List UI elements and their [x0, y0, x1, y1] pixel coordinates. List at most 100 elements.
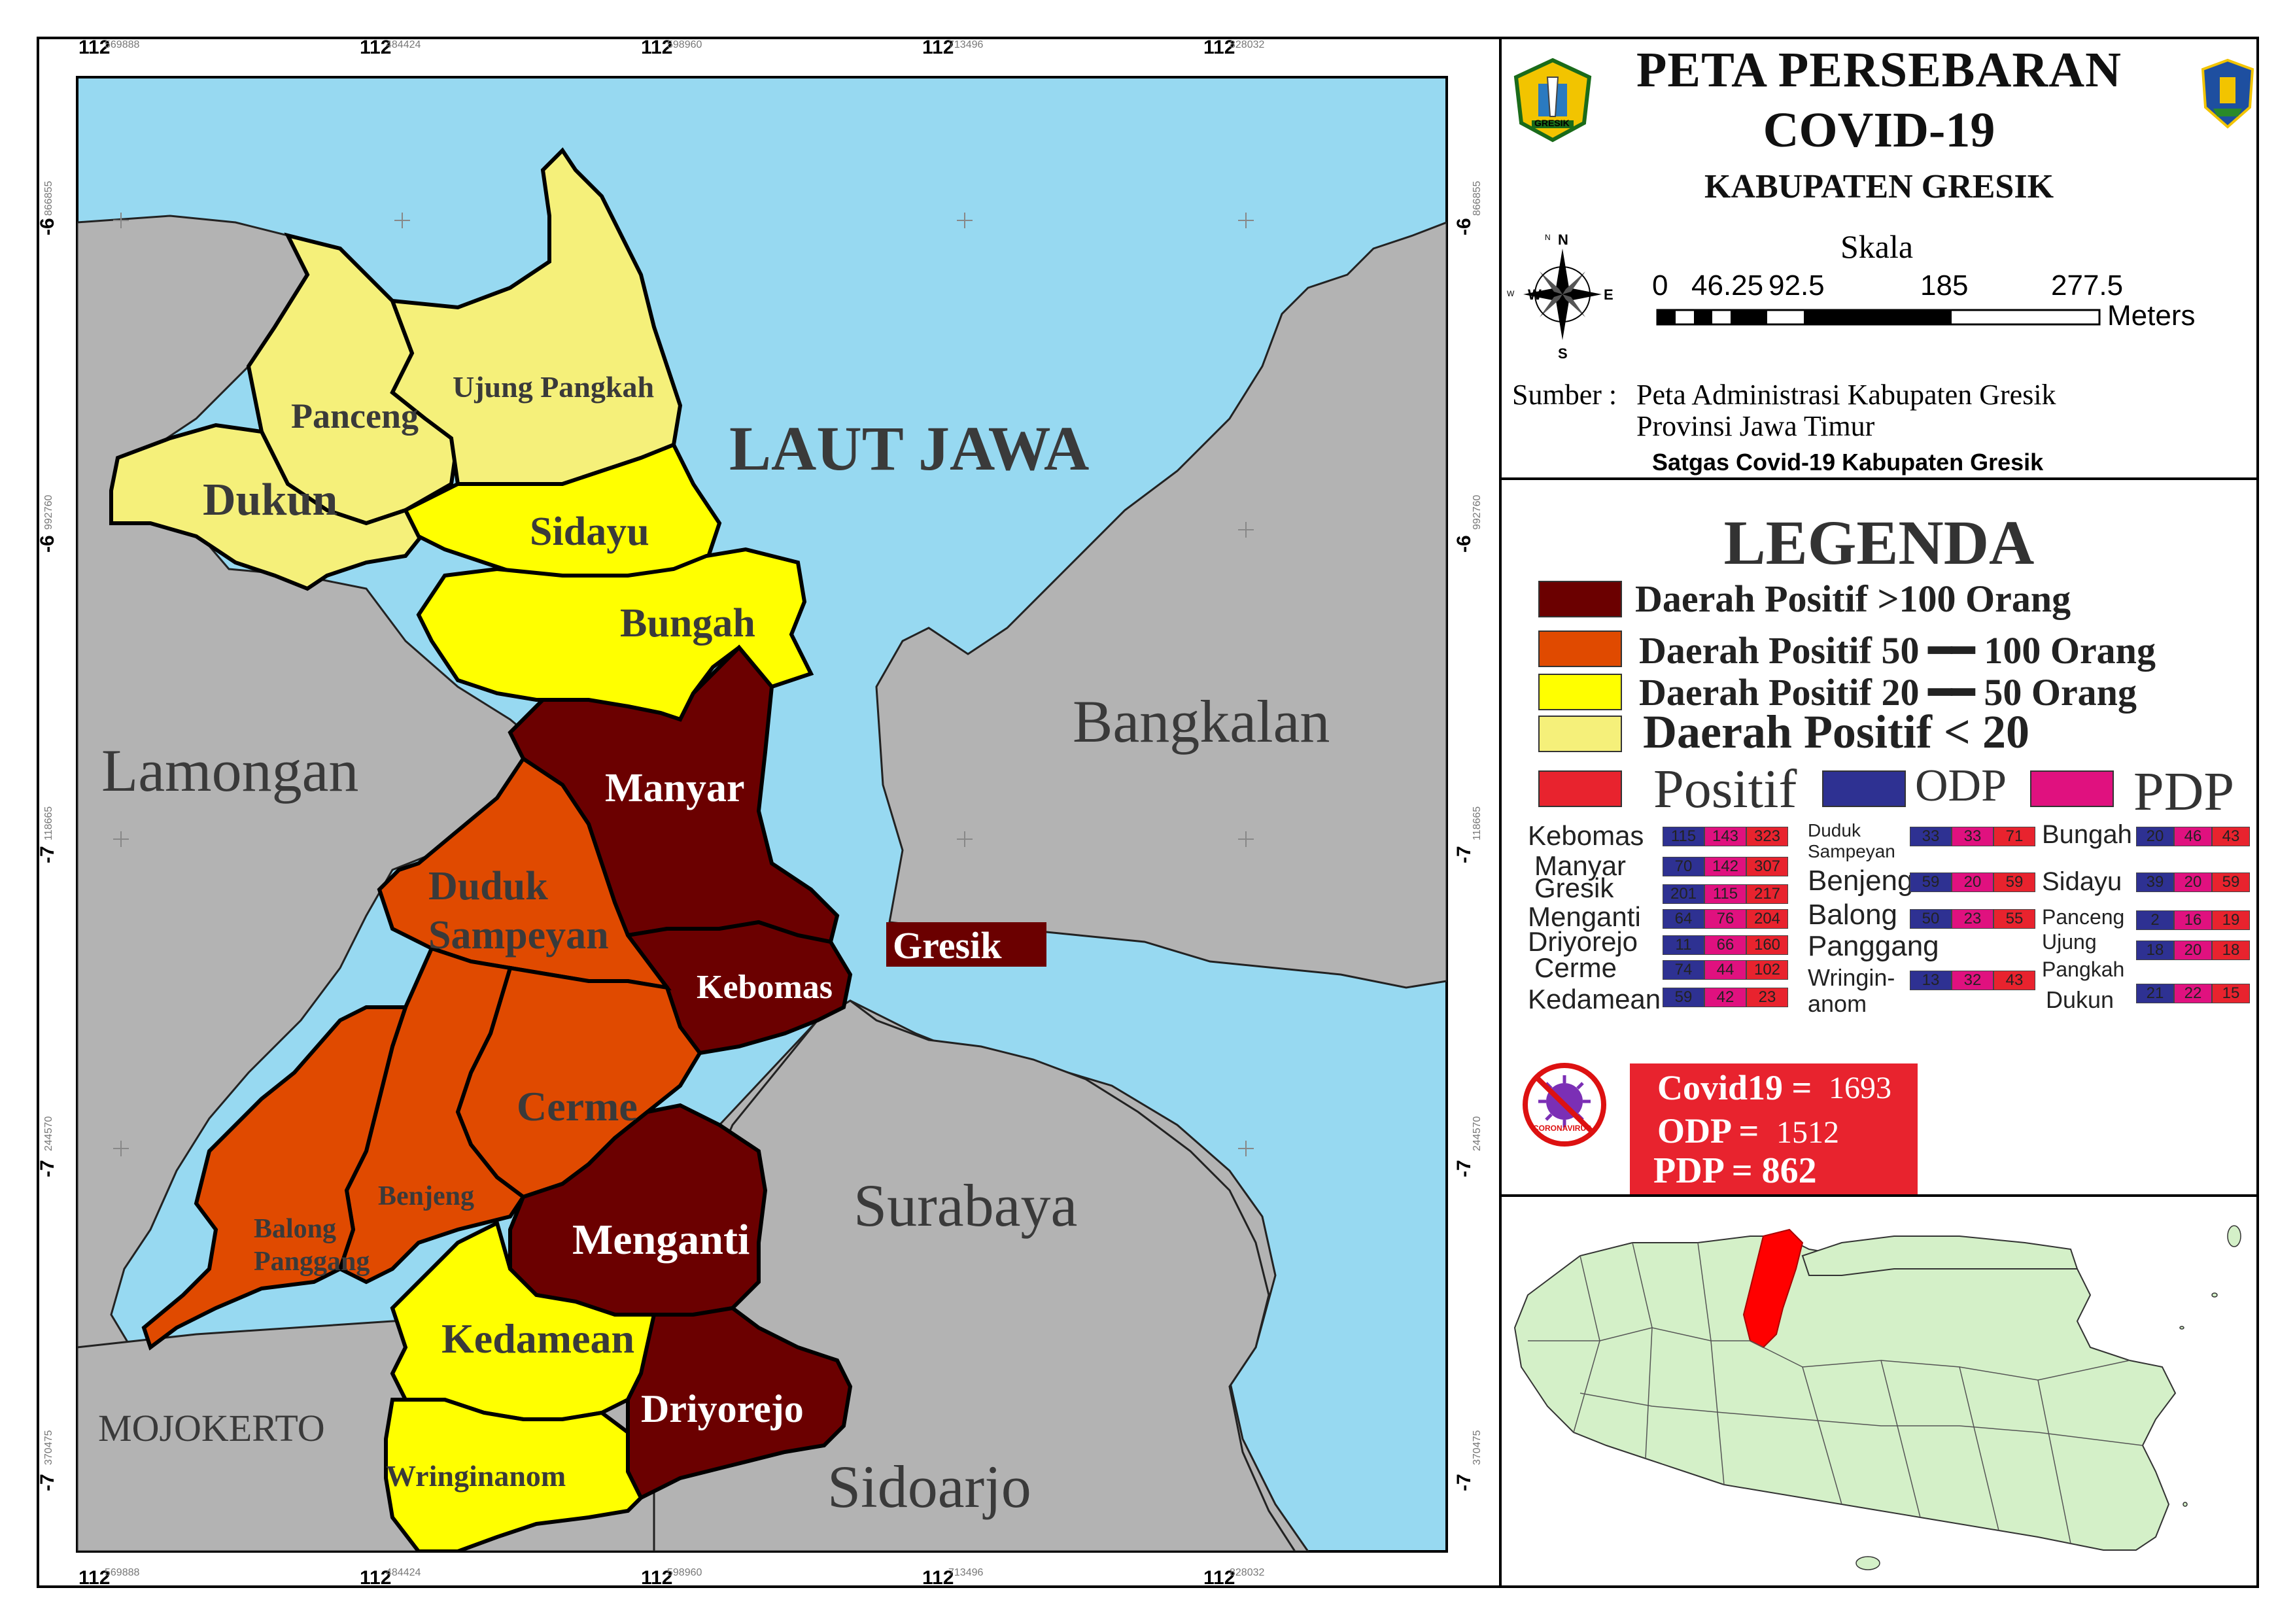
stat-odp-benjeng: 59 — [1910, 872, 1952, 892]
stat-pdp-duduk-sampeyan: 33 — [1952, 827, 1993, 846]
grid-y-right-2: -6 — [1453, 535, 1475, 553]
district-ujung-pangkah — [389, 147, 683, 486]
grid-x-bottom-3-minor: 598960 — [667, 1567, 702, 1578]
inset-regency-borders — [1528, 1242, 2143, 1544]
district-balong-panggang — [141, 1005, 409, 1351]
legend-label-gt100: Daerah Positif >100 Orang — [1635, 578, 2071, 620]
grid-x-top-1-minor: 569888 — [105, 39, 140, 50]
grid-x-top-3-minor: 598960 — [667, 39, 702, 50]
district-label-cerme: Cerme — [517, 1083, 638, 1130]
district-label-sampeyan: Sampeyan — [428, 913, 609, 958]
stat-odp-cerme: 74 — [1663, 960, 1704, 980]
grid-y-right-4-minor: 244570 — [1472, 1116, 1483, 1151]
region-label-surabaya: Surabaya — [854, 1172, 1078, 1239]
grid-x-top-5-minor: 828032 — [1230, 39, 1265, 50]
grid-y-right-1-minor: 866855 — [1472, 181, 1483, 216]
stat-odp-wringinanom: 13 — [1910, 971, 1952, 990]
source-line-1: Peta Administrasi Kabupaten Gresik — [1636, 379, 2056, 411]
grid-x-bottom-2: 112 — [360, 1567, 392, 1589]
legend-label-pdp: PDP — [2133, 761, 2235, 822]
grid-x-top-1: 112 — [78, 37, 111, 58]
stat-positif-panceng: 19 — [2212, 910, 2250, 930]
district-label-sidayu: Sidayu — [530, 510, 649, 554]
district-label-ujung-pangkah: Ujung Pangkah — [453, 370, 655, 404]
title-line-1: PETA PERSEBARAN — [1636, 43, 2122, 97]
source-credit: Satgas Covid-19 Kabupaten Gresik — [1652, 449, 2044, 475]
district-wringinanom — [384, 1398, 644, 1551]
legend-label-positif: Positif — [1653, 759, 1797, 820]
legend-label-20-50: Daerah Positif 20 ━━ 50 Orang — [1639, 671, 2137, 714]
stat-pdp-gresik: 115 — [1704, 884, 1746, 904]
stat-name-dukun: Dukun — [2046, 986, 2114, 1013]
compass-s-label: S — [1558, 345, 1568, 362]
source-line-2: Provinsi Jawa Timur — [1636, 410, 1875, 442]
grid-x-bottom-4-minor: 713496 — [948, 1567, 984, 1578]
scale-tick-4: 277.5 — [2051, 269, 2124, 302]
total-covid-label: Covid19 = — [1657, 1068, 1812, 1107]
stat-odp-panceng: 2 — [2136, 910, 2174, 930]
grid-y-left-4: -7 — [37, 1160, 58, 1177]
stat-name-wringin-a: Wringin- — [1808, 964, 1895, 991]
stat-positif-sidayu: 59 — [2212, 872, 2250, 892]
title-panel: GRESIK PETA PERSEBARAN COVID-19 KABUPATE… — [1499, 37, 2259, 480]
gresik-regency-emblem-icon — [1513, 58, 1592, 143]
stat-name-duduk-b: Sampeyan — [1808, 841, 1895, 861]
stat-name-kedamean: Kedamean — [1528, 984, 1661, 1014]
stat-name-menganti: Menganti — [1528, 901, 1641, 932]
compass-w-label: W — [1528, 286, 1542, 303]
district-driyorejo — [626, 1305, 853, 1501]
stat-odp-gresik: 201 — [1663, 884, 1704, 904]
grid-x-bottom-2-minor: 484424 — [386, 1567, 421, 1578]
stat-odp-duduk-sampeyan: 33 — [1910, 827, 1952, 846]
grid-x-bottom-5: 112 — [1203, 1567, 1235, 1589]
stat-positif-benjeng: 59 — [1993, 872, 2035, 892]
grid-y-right-1: -6 — [1453, 218, 1475, 235]
bangkalan-land — [875, 221, 1447, 989]
grid-y-left-3-minor: 118665 — [43, 806, 54, 840]
inset-east-java-land — [1513, 1235, 2177, 1551]
grid-y-left-1-minor: 866855 — [43, 181, 54, 216]
grid-y-left-2-minor: 992760 — [43, 494, 54, 530]
stat-odp-bungah: 20 — [2136, 827, 2174, 846]
stat-positif-menganti: 204 — [1746, 909, 1788, 929]
stat-pdp-kebomas: 143 — [1704, 827, 1746, 846]
legend-panel: LEGENDA Daerah Positif >100 Orang Daerah… — [1499, 477, 2259, 1197]
stat-pdp-sidayu: 20 — [2174, 872, 2212, 892]
stat-positif-gresik: 217 — [1746, 884, 1788, 904]
grid-x-top-4: 112 — [922, 37, 954, 58]
stat-name-panggang: Panggang — [1808, 930, 1939, 962]
stat-pdp-cerme: 44 — [1704, 960, 1746, 980]
left-logo-caption: GRESIK — [1534, 118, 1570, 128]
stat-pdp-driyorejo: 66 — [1704, 935, 1746, 955]
sea-label: LAUT JAWA — [729, 413, 1090, 483]
grid-y-left-1: -6 — [37, 218, 58, 235]
stat-odp-sidayu: 39 — [2136, 872, 2174, 892]
stat-pdp-menganti: 76 — [1704, 909, 1746, 929]
legend-title: LEGENDA — [1723, 508, 2035, 578]
grid-y-right-5: -7 — [1453, 1474, 1475, 1491]
grid-x-bottom-1: 112 — [78, 1567, 111, 1589]
district-label-driyorejo: Driyorejo — [641, 1387, 804, 1430]
stat-positif-ujung-pangkah: 18 — [2212, 941, 2250, 960]
stat-pdp-balong-panggang: 23 — [1952, 909, 1993, 929]
stat-name-wringin-b: anom — [1808, 990, 1867, 1017]
north-arrow-compass-rose-icon — [1523, 249, 1602, 340]
legend-label-50-100: Daerah Positif 50 ━━ 100 Orang — [1639, 629, 2156, 672]
district-label-kedamean: Kedamean — [441, 1315, 635, 1362]
inset-islands — [1855, 1225, 2241, 1570]
region-label-lamongan: Lamongan — [101, 737, 359, 804]
stat-pdp-wringinanom: 32 — [1952, 971, 1993, 990]
scale-tick-3: 185 — [1920, 269, 1969, 302]
district-label-balong: Balong — [254, 1214, 337, 1244]
title-line-2: COVID-19 — [1763, 103, 1995, 158]
town-label-gresik: Gresik — [893, 924, 1002, 967]
grid-y-right-5-minor: 370475 — [1472, 1430, 1483, 1465]
total-odp-value: 1512 — [1776, 1115, 1839, 1150]
grid-x-top-2-minor: 484424 — [386, 39, 421, 50]
total-odp-label: ODP = — [1657, 1111, 1759, 1150]
compass-e-label: E — [1604, 286, 1613, 303]
stat-pdp-manyar: 142 — [1704, 857, 1746, 876]
district-label-kebomas: Kebomas — [697, 969, 833, 1006]
grid-x-bottom-4: 112 — [922, 1567, 954, 1589]
